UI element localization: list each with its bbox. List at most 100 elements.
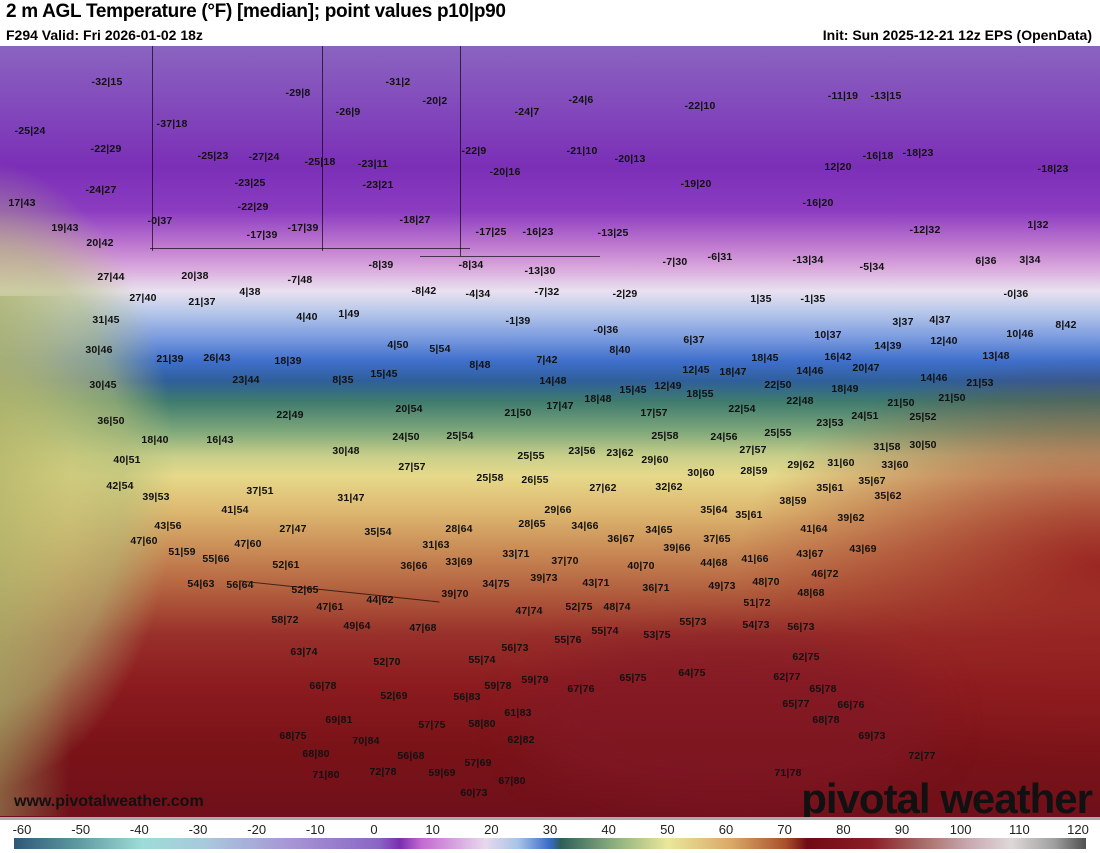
point-value-label: 4|50 — [387, 339, 409, 351]
point-value-label: 49|64 — [343, 620, 371, 632]
point-value-label: -16|20 — [802, 197, 834, 209]
point-value-label: 24|50 — [392, 431, 420, 443]
point-value-label: 68|75 — [279, 730, 307, 742]
point-value-label: -24|27 — [85, 184, 117, 196]
us-canada-border — [150, 248, 470, 249]
point-value-label: -25|18 — [304, 156, 336, 168]
point-value-label: 33|71 — [502, 548, 530, 560]
point-value-label: 26|43 — [203, 352, 231, 364]
point-value-label: -18|23 — [902, 147, 934, 159]
point-value-label: 25|54 — [446, 430, 474, 442]
point-value-label: 25|52 — [909, 411, 937, 423]
point-value-label: 56|83 — [453, 691, 481, 703]
point-value-label: -0|37 — [147, 215, 173, 227]
point-value-label: 39|70 — [441, 588, 469, 600]
point-value-label: 67|80 — [498, 775, 526, 787]
point-value-label: -21|10 — [566, 145, 598, 157]
point-value-label: 47|60 — [234, 538, 262, 550]
point-value-label: -20|2 — [422, 95, 448, 107]
point-value-label: -17|25 — [475, 226, 507, 238]
point-value-label: 62|77 — [773, 671, 801, 683]
point-value-label: 18|49 — [831, 383, 859, 395]
point-value-label: 27|47 — [279, 523, 307, 535]
temperature-map[interactable]: www.pivotalweather.com pivotal weather -… — [0, 46, 1100, 817]
point-value-label: 47|68 — [409, 622, 437, 634]
point-value-label: -8|39 — [368, 259, 394, 271]
point-value-label: 31|60 — [827, 457, 855, 469]
point-value-label: 66|78 — [309, 680, 337, 692]
point-value-label: 28|59 — [740, 465, 768, 477]
point-value-label: 65|75 — [619, 672, 647, 684]
point-value-label: 17|47 — [546, 400, 574, 412]
point-value-label: 59|79 — [521, 674, 549, 686]
point-value-label: 19|43 — [51, 222, 79, 234]
point-value-label: 12|49 — [654, 380, 682, 392]
point-value-label: 16|42 — [824, 351, 852, 363]
point-value-label: 35|64 — [700, 504, 728, 516]
point-value-label: 21|39 — [156, 353, 184, 365]
point-value-label: -1|35 — [800, 293, 826, 305]
point-value-label: 17|57 — [640, 407, 668, 419]
point-value-label: 4|38 — [239, 286, 261, 298]
pacific-ocean-shading — [0, 296, 70, 816]
point-value-label: 43|69 — [849, 543, 877, 555]
gulf-shading — [520, 636, 940, 806]
point-value-label: 55|76 — [554, 634, 582, 646]
point-value-label: 66|76 — [837, 699, 865, 711]
colorbar-tick-label: 80 — [836, 822, 851, 837]
point-value-label: 37|65 — [703, 533, 731, 545]
point-value-label: -25|24 — [14, 125, 46, 137]
point-value-label: 6|37 — [683, 334, 705, 346]
point-value-label: 30|45 — [89, 379, 117, 391]
point-value-label: 5|54 — [429, 343, 451, 355]
point-value-label: 8|35 — [332, 374, 354, 386]
point-value-label: 59|78 — [484, 680, 512, 692]
point-value-label: 27|57 — [398, 461, 426, 473]
point-value-label: 51|59 — [168, 546, 196, 558]
point-value-label: 42|54 — [106, 480, 134, 492]
point-value-label: 52|69 — [380, 690, 408, 702]
point-value-label: 14|46 — [920, 372, 948, 384]
pivotal-weather-logo: pivotal weather — [801, 775, 1093, 817]
point-value-label: 54|73 — [742, 619, 770, 631]
point-value-label: 39|53 — [142, 491, 170, 503]
point-value-label: 7|42 — [536, 354, 558, 366]
point-value-label: -7|30 — [662, 256, 688, 268]
point-value-label: 69|73 — [858, 730, 886, 742]
colorbar-tick-label: 30 — [542, 822, 558, 837]
point-value-label: 30|50 — [909, 439, 937, 451]
point-value-label: 58|72 — [271, 614, 299, 626]
colorbar-tick-label: 50 — [660, 822, 675, 837]
point-value-label: 71|80 — [312, 769, 340, 781]
colorbar-tick-label: -40 — [129, 822, 149, 837]
colorbar-tick-label: -20 — [247, 822, 267, 837]
point-value-label: 71|78 — [774, 767, 802, 779]
point-value-label: 60|73 — [460, 787, 488, 799]
point-value-label: 22|50 — [764, 379, 792, 391]
point-value-label: 20|38 — [181, 270, 209, 282]
colorbar-tick-label: 120 — [1067, 822, 1089, 837]
point-value-label: 62|82 — [507, 734, 535, 746]
point-value-label: 51|72 — [743, 597, 771, 609]
point-value-label: 65|77 — [782, 698, 810, 710]
point-value-label: -27|24 — [248, 151, 280, 163]
point-value-label: 12|45 — [682, 364, 710, 376]
point-value-label: -23|25 — [234, 177, 266, 189]
colorbar-tick-label: 90 — [894, 822, 910, 837]
point-value-label: 46|72 — [811, 568, 839, 580]
point-value-label: -11|19 — [827, 90, 859, 102]
point-value-label: 64|75 — [678, 667, 706, 679]
point-value-label: 14|46 — [796, 365, 824, 377]
point-value-label: 52|65 — [291, 584, 319, 596]
point-value-label: 47|61 — [316, 601, 344, 613]
point-value-label: 18|47 — [719, 366, 747, 378]
point-value-label: 15|45 — [619, 384, 647, 396]
point-value-label: -26|9 — [335, 106, 361, 118]
point-value-label: 56|64 — [226, 579, 254, 591]
point-value-label: -18|23 — [1037, 163, 1069, 175]
point-value-label: 47|74 — [515, 605, 543, 617]
point-value-label: 23|56 — [568, 445, 596, 457]
point-value-label: -29|8 — [285, 87, 311, 99]
point-value-label: 10|46 — [1006, 328, 1034, 340]
point-value-label: 37|51 — [246, 485, 274, 497]
